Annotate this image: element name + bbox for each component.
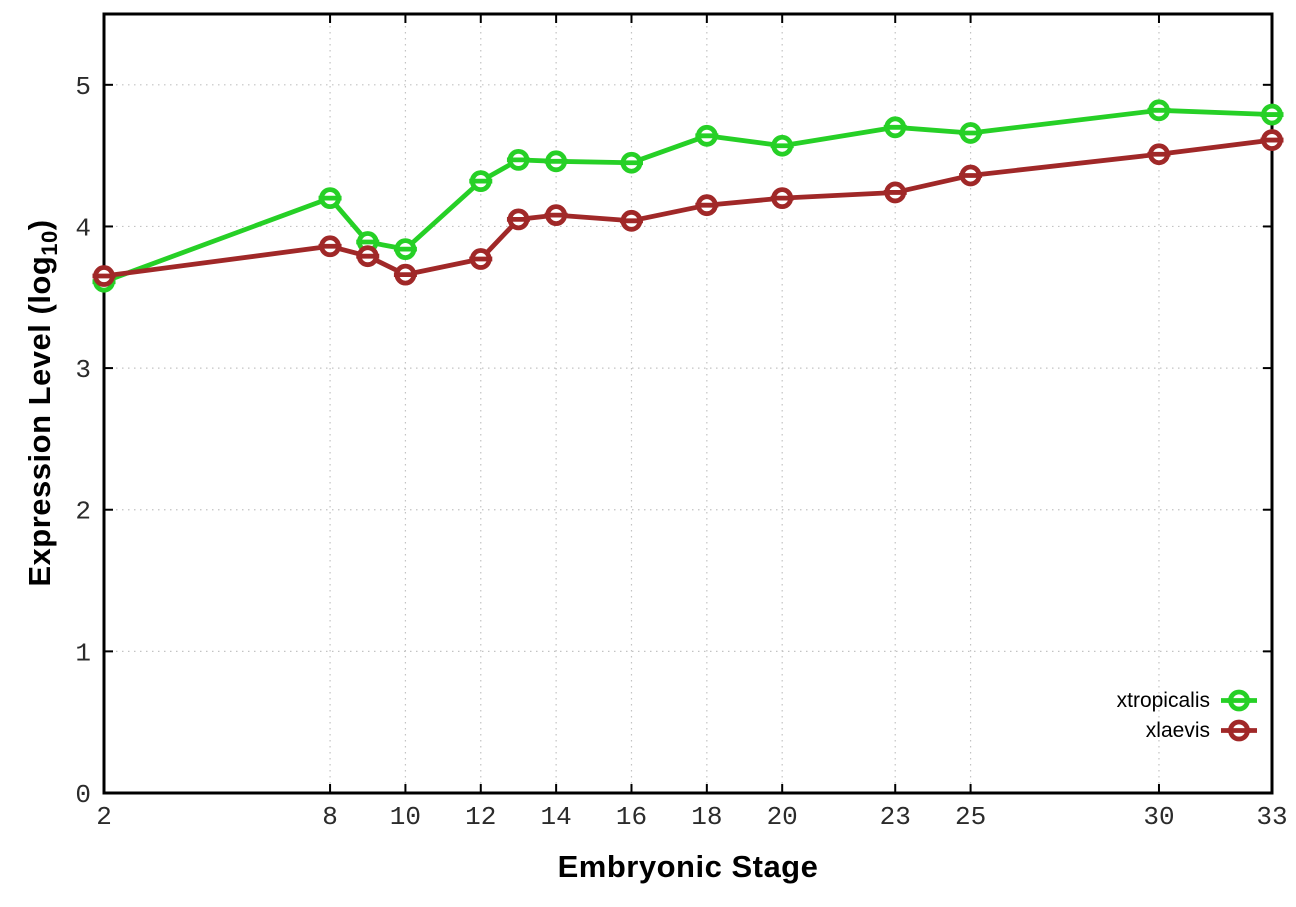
legend-item-xlaevis: xlaevis bbox=[1117, 716, 1258, 745]
legend-marker-xlaevis-icon bbox=[1221, 719, 1257, 742]
data-point-xtropicalis bbox=[770, 134, 794, 157]
data-point-xlaevis bbox=[393, 263, 417, 286]
y-axis-title-text: Expression Level (log bbox=[22, 255, 57, 587]
x-tick-label: 8 bbox=[322, 802, 338, 832]
tick-marks bbox=[103, 14, 1273, 794]
series-xtropicalis bbox=[92, 99, 1284, 293]
series-line-xtropicalis bbox=[103, 107, 1273, 284]
data-point-xtropicalis bbox=[318, 187, 342, 210]
data-point-xlaevis bbox=[695, 194, 719, 217]
x-tick-label: 25 bbox=[955, 802, 986, 832]
plot-border bbox=[102, 12, 1274, 795]
y-tick-label: 5 bbox=[75, 72, 91, 102]
data-point-xlaevis bbox=[469, 248, 493, 270]
y-axis-title: Expression Level (log10) bbox=[22, 219, 62, 587]
data-point-xlaevis bbox=[318, 235, 342, 258]
data-point-xlaevis bbox=[959, 164, 983, 187]
y-axis-title-subscript: 10 bbox=[37, 230, 63, 256]
x-axis-title: Embryonic Stage bbox=[557, 849, 819, 884]
x-tick-label: 30 bbox=[1143, 802, 1174, 832]
x-tick-label: 20 bbox=[767, 802, 798, 832]
data-point-xtropicalis bbox=[883, 116, 907, 139]
y-tick-label: 0 bbox=[75, 780, 91, 810]
data-point-xlaevis bbox=[770, 187, 794, 210]
legend-marker-xtropicalis-icon bbox=[1221, 689, 1257, 712]
y-tick-label: 4 bbox=[75, 213, 91, 243]
legend-label-xtropicalis: xtropicalis bbox=[1116, 688, 1210, 712]
x-tick-label: 33 bbox=[1256, 802, 1287, 832]
x-tick-labels: 2 8 10 12 14 16 18 20 23 25 30 33 bbox=[96, 802, 1287, 832]
data-point-xlaevis bbox=[92, 265, 116, 287]
data-point-xlaevis bbox=[1147, 143, 1171, 166]
x-tick-label: 16 bbox=[616, 802, 647, 832]
legend: xtropicalis xlaevis bbox=[1117, 686, 1258, 745]
legend-item-xtropicalis: xtropicalis bbox=[1117, 686, 1258, 715]
y-tick-label: 3 bbox=[75, 355, 91, 385]
data-point-xtropicalis bbox=[1260, 103, 1284, 126]
y-tick-labels: 0 1 2 3 4 5 bbox=[75, 72, 91, 810]
data-point-xtropicalis bbox=[1147, 99, 1171, 122]
y-tick-label: 1 bbox=[75, 638, 91, 668]
y-tick-label: 2 bbox=[75, 497, 91, 527]
data-point-xlaevis bbox=[1260, 129, 1284, 151]
data-point-xlaevis bbox=[619, 209, 643, 232]
x-tick-label: 18 bbox=[691, 802, 722, 832]
x-tick-label: 2 bbox=[96, 802, 112, 832]
data-point-xtropicalis bbox=[544, 150, 568, 173]
data-point-xlaevis bbox=[356, 245, 380, 268]
data-point-xtropicalis bbox=[619, 151, 643, 174]
data-point-xtropicalis bbox=[695, 124, 719, 147]
data-point-xtropicalis bbox=[469, 170, 493, 193]
x-tick-label: 14 bbox=[541, 802, 572, 832]
data-point-xlaevis bbox=[544, 204, 568, 227]
series-xlaevis bbox=[92, 129, 1284, 287]
data-point-xtropicalis bbox=[506, 148, 530, 171]
x-tick-label: 23 bbox=[880, 802, 911, 832]
x-tick-label: 10 bbox=[390, 802, 421, 832]
gridlines bbox=[104, 14, 1272, 793]
data-point-xtropicalis bbox=[959, 122, 983, 144]
x-tick-label: 12 bbox=[465, 802, 496, 832]
data-point-xtropicalis bbox=[393, 238, 417, 261]
series-line-xlaevis bbox=[103, 137, 1273, 279]
y-axis-title-close: ) bbox=[22, 219, 57, 231]
data-point-xlaevis bbox=[883, 181, 907, 204]
data-point-xlaevis bbox=[506, 208, 530, 231]
legend-label-xlaevis: xlaevis bbox=[1145, 718, 1210, 742]
